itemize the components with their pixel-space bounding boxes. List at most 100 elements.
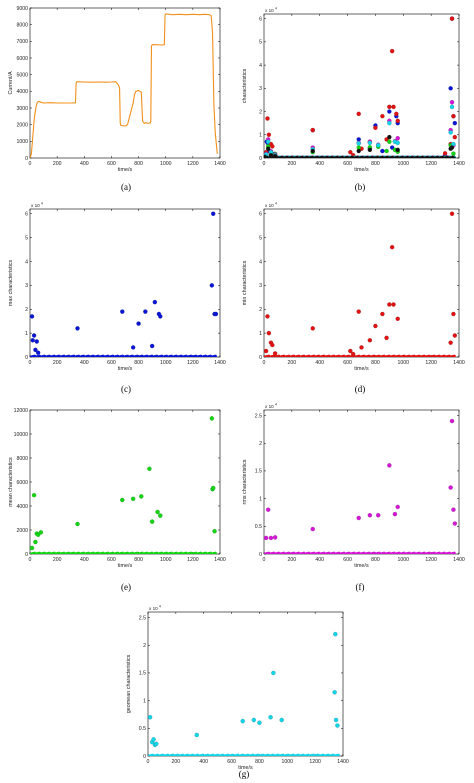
plot-area (30, 211, 219, 357)
chart-panel-e: 0 200 400 600 800 1000 1200 1400 0 2000 4000 6000 80… (8, 408, 226, 592)
plot-frame (147, 611, 344, 757)
y-tick-label: 1.5 (255, 469, 262, 475)
data-point (387, 120, 392, 126)
x-tick-label: 0 (263, 557, 266, 563)
x-tick-label: 800 (255, 759, 264, 765)
y-tick-label: 8000 (16, 456, 28, 462)
y-tick-label: 2.5 (139, 615, 146, 621)
plot-area (264, 418, 457, 554)
x-tick-label: 0 (263, 161, 266, 167)
data-point (333, 717, 339, 723)
x-tick-label: 800 (134, 360, 143, 366)
panel-caption: (f) (356, 582, 365, 592)
data-point (268, 153, 274, 158)
x-tick-label: 1000 (160, 161, 172, 167)
y-tick-label: 0 (25, 355, 28, 361)
x-tick-label: 400 (315, 360, 324, 366)
x-tick-label: 1400 (214, 557, 226, 563)
data-point (272, 351, 278, 356)
data-point (356, 515, 361, 521)
data-point (154, 741, 159, 746)
data-point (130, 496, 136, 501)
plot-frame (29, 208, 221, 358)
x-tick-label: 400 (80, 161, 89, 167)
y-tick-label: 3 (25, 283, 28, 289)
data-point (332, 690, 337, 695)
current-line-series (30, 13, 218, 158)
data-point (356, 141, 361, 146)
x-tick-label: 800 (371, 360, 380, 366)
x-axis-label: time/s (354, 167, 369, 173)
data-point (449, 211, 455, 216)
data-point (310, 148, 315, 154)
data-point (448, 340, 453, 345)
data-point (158, 314, 163, 319)
data-point (310, 326, 315, 331)
data-point (310, 127, 315, 133)
data-point (152, 299, 158, 305)
x-tick-label: 0 (29, 161, 32, 167)
x-axis-label: time/s (354, 563, 369, 569)
data-point (213, 311, 219, 317)
data-point (448, 86, 453, 91)
x-tick-label: 200 (53, 161, 62, 167)
data-point (35, 350, 41, 355)
x-tick-label: 600 (227, 759, 236, 765)
x-tick-label: 1200 (425, 360, 437, 366)
y-tick-label: 6 (259, 16, 262, 22)
data-point (75, 521, 80, 527)
y-tick-label: 7000 (16, 39, 28, 45)
y-tick-label: 3 (259, 86, 262, 92)
data-point (394, 111, 399, 117)
data-point (155, 509, 160, 515)
baseline-points-1 (264, 551, 456, 554)
y-tick-label: 0 (259, 552, 262, 558)
data-point (333, 631, 338, 637)
y-tick-label: 1000 (16, 139, 28, 145)
data-point (31, 333, 37, 338)
data-point (158, 513, 163, 518)
data-point (268, 535, 274, 541)
x-tick-label: 600 (343, 360, 352, 366)
x-tick-label: 600 (107, 557, 116, 563)
data-point (240, 718, 245, 724)
y-tick-label: 2.5 (255, 413, 262, 419)
data-point (194, 732, 199, 738)
data-point (268, 715, 273, 720)
x-tick-label: 1400 (453, 360, 465, 366)
data-point (266, 139, 271, 144)
y-tick-label: 0 (25, 552, 28, 558)
y-tick-label: 2 (143, 643, 146, 649)
y-tick-label: 6000 (16, 56, 28, 62)
x-tick-label: 400 (315, 557, 324, 563)
plot-frame (263, 409, 460, 555)
data-point (211, 485, 216, 491)
y-tick-label: 6 (25, 212, 28, 218)
data-point (389, 245, 395, 250)
x-tick-label: 800 (371, 557, 380, 563)
y-tick-label: 4 (259, 259, 262, 265)
data-point (387, 104, 392, 110)
x-tick-label: 200 (53, 360, 62, 366)
data-point (367, 147, 373, 153)
data-point (387, 463, 392, 468)
axis-multiplier-exponent: 4 (275, 7, 277, 11)
data-point (265, 116, 270, 121)
y-tick-label: 4 (259, 63, 262, 69)
x-axis-label: time/s (118, 366, 133, 372)
data-point (266, 507, 271, 512)
y-tick-label: 1.5 (139, 671, 146, 677)
x-tick-label: 0 (147, 759, 150, 765)
chart-panel-a: 0 200 400 600 800 1000 1200 1400 0 1000 2000 3000 40… (8, 6, 226, 192)
data-point (348, 150, 353, 155)
plot-area (30, 416, 217, 554)
x-tick-label: 1400 (453, 161, 465, 167)
data-point (449, 100, 455, 105)
x-tick-label: 600 (107, 161, 116, 167)
y-tick-label: 1 (259, 331, 262, 337)
data-point (395, 136, 400, 141)
data-point (442, 151, 448, 156)
